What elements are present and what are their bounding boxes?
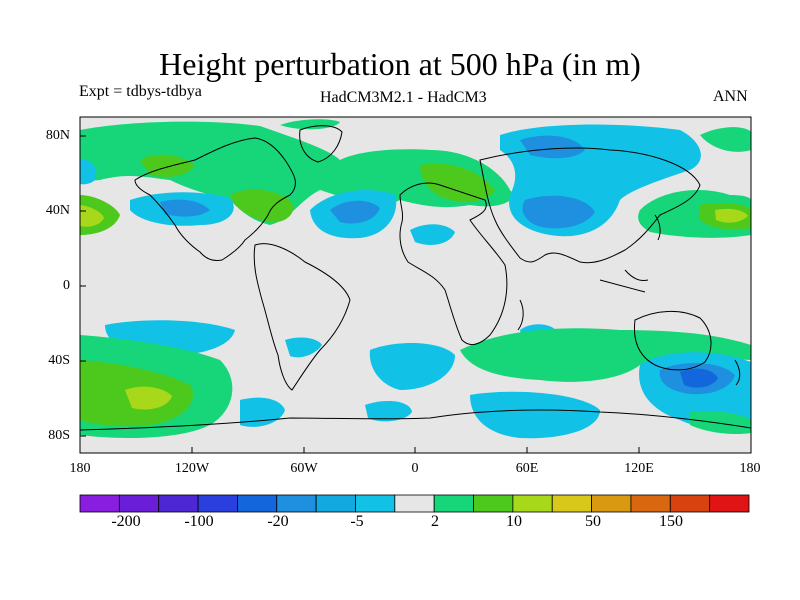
contour-fill-layer	[80, 119, 751, 439]
contour-negative-med	[410, 224, 455, 245]
chart-title: Height perturbation at 500 hPa (in m)	[159, 46, 641, 82]
contour-negative-core	[160, 199, 210, 217]
colorbar-swatch	[709, 494, 750, 513]
colorbar-swatch	[394, 494, 435, 513]
contour-positive-core	[125, 386, 172, 410]
colorbar-swatch	[315, 494, 356, 513]
colorbar-label: -5	[350, 513, 364, 530]
lat-tick-label: 80N	[45, 128, 70, 143]
contour-positive-core	[80, 205, 104, 227]
coastline-australia	[633, 310, 712, 371]
coastline-antarctica	[80, 409, 751, 431]
lon-tick-label: 180	[739, 461, 761, 476]
colorbar-label: 2	[431, 513, 439, 530]
colorbar-swatch	[591, 494, 632, 513]
colorbar-label: -100	[184, 513, 214, 530]
lat-tick-label: 0	[63, 278, 70, 293]
model-label: HadCM3M2.1 - HadCM3	[320, 89, 487, 106]
colorbar-label: 10	[506, 513, 522, 530]
coastline-layer	[80, 125, 751, 431]
coastline-new-zealand	[734, 359, 741, 386]
lon-tick-label: 120W	[174, 461, 210, 476]
contour-positive-core	[420, 163, 495, 202]
colorbar-swatch	[551, 494, 592, 513]
colorbar-swatch	[630, 494, 671, 513]
colorbar-swatch	[512, 494, 553, 513]
colorbar	[79, 494, 750, 513]
coastline-madagascar	[517, 299, 524, 331]
lon-tick-label: 60E	[515, 461, 539, 476]
lon-tick-label: 60W	[290, 461, 318, 476]
colorbar-label: -200	[111, 513, 141, 530]
coastline-indonesia	[599, 269, 649, 293]
coastline-asia	[479, 147, 701, 264]
contour-positive-core	[715, 208, 748, 223]
colorbar-swatch	[197, 494, 238, 513]
colorbar-swatch	[158, 494, 199, 513]
colorbar-swatch	[355, 494, 396, 513]
colorbar-swatch	[237, 494, 278, 513]
colorbar-swatch	[118, 494, 160, 513]
contour-negative-core	[680, 368, 718, 388]
colorbar-label: -20	[267, 513, 289, 530]
colorbar-label: 150	[659, 513, 683, 530]
experiment-label: Expt = tdbys-tdbya	[79, 83, 202, 100]
contour-positive-north	[80, 121, 513, 225]
contour-positive	[280, 119, 340, 130]
contour-negative-antarctic	[470, 391, 600, 439]
coastline-south-america	[253, 243, 351, 391]
colorbar-swatch	[79, 494, 120, 513]
contour-negative	[80, 159, 97, 185]
contour-positive	[700, 127, 751, 152]
colorbar-label: 50	[585, 513, 601, 530]
lat-tick-label: 40S	[48, 353, 70, 368]
lat-tick-label: 80S	[48, 428, 70, 443]
contour-positive	[690, 411, 751, 435]
season-label: ANN	[713, 88, 748, 105]
contour-negative-antarctic	[365, 400, 412, 422]
coastline-greenland	[299, 125, 343, 163]
coastline-africa-europe	[399, 182, 508, 346]
coastline-japan	[654, 214, 661, 241]
contour-negative-core	[522, 195, 595, 229]
colorbar-swatch	[276, 494, 317, 513]
lon-tick-label: 0	[411, 461, 419, 476]
colorbar-swatch	[433, 494, 474, 513]
colorbar-swatch	[669, 494, 711, 513]
contour-positive-indian	[460, 328, 751, 382]
contour-negative-south-atlantic	[369, 343, 455, 390]
lon-tick-label: 120E	[624, 461, 654, 476]
contour-negative-core	[520, 135, 585, 159]
lon-tick-label: 180	[69, 461, 91, 476]
contour-negative-core	[330, 200, 380, 224]
colorbar-swatch	[473, 494, 514, 513]
coastline-north-america	[134, 137, 296, 261]
axis-ticks	[79, 135, 752, 453]
contour-negative	[285, 337, 322, 358]
lat-tick-label: 40N	[45, 203, 70, 218]
contour-positive-core	[230, 189, 294, 223]
